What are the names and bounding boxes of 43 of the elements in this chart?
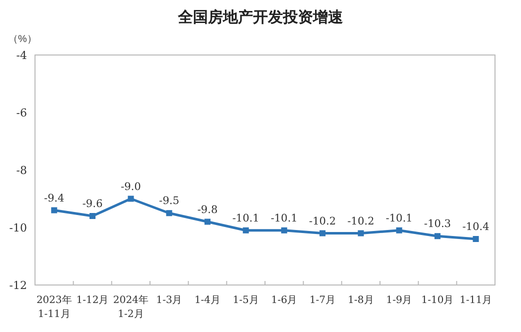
point [128,196,134,202]
data-label: -9.8 [197,204,218,216]
data-label: -10.1 [386,212,413,224]
x-tick-label: 1-12月 [76,295,109,306]
data-label: -10.2 [347,215,374,228]
point [396,227,402,234]
data-label: -10.1 [270,212,298,224]
y-tick-label: -4 [16,49,27,62]
x-tick-label: 1-9月 [386,295,412,306]
point [281,227,288,234]
x-tick-label: 1-3月 [156,295,182,306]
y-tick-label: -12 [9,279,27,292]
data-label: -9.6 [82,198,103,210]
point [242,227,249,234]
y-tick-label: -10 [9,222,27,234]
point [320,230,326,236]
data-label: -10.4 [462,221,490,233]
x-tick-label: 1-4月 [194,295,221,306]
x-tick-label: 2024年 1-2月 [113,294,149,320]
point [434,233,440,240]
y-tick-label: -6 [16,106,27,120]
x-tick-label: 1-11月 [460,295,492,306]
data-label: -9.0 [120,180,141,193]
data-label: -9.5 [159,195,180,208]
x-tick-label: 1-6月 [271,295,298,306]
point [472,236,479,242]
point [358,230,364,236]
x-tick-label: 1-8月 [348,295,374,306]
x-tick-label: 2023年 1-11月 [36,294,72,320]
point [204,218,210,225]
x-tick-label: 1-7月 [309,295,336,306]
point [90,213,96,219]
x-tick-label: 1-5月 [232,295,259,306]
data-label: -10.1 [232,212,260,224]
x-tick-label: 1-10月 [421,295,454,306]
point [166,210,172,216]
point [51,207,58,214]
chart-title: 全国房地产开发投资增速 [177,8,344,26]
data-label: -10.2 [309,215,336,228]
data-label: -9.4 [44,192,65,204]
y-tick-label: -8 [16,164,27,177]
data-label: -10.3 [424,218,451,230]
y-axis-title: （%） [8,34,37,45]
